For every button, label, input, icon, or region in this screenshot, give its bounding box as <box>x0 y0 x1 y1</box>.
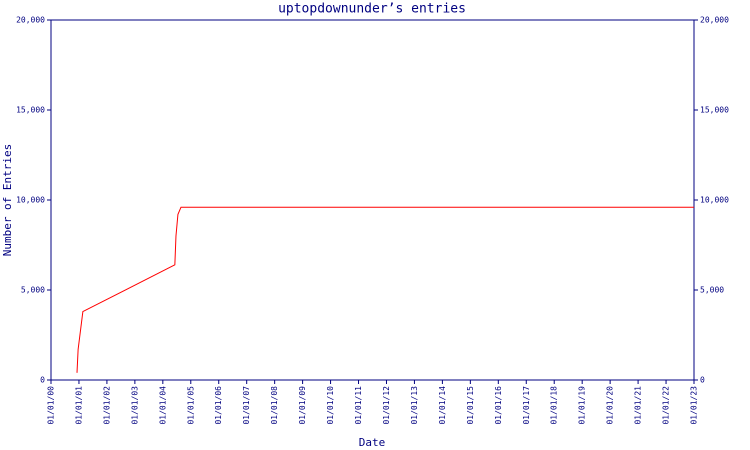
y2-tick-label: 20,000 <box>700 16 729 25</box>
x-tick-label: 01/01/09 <box>298 386 307 425</box>
x-tick-label: 01/01/19 <box>578 386 587 425</box>
x-tick-label: 01/01/10 <box>326 386 335 425</box>
data-line <box>76 206 694 373</box>
x-tick-label: 01/01/11 <box>354 386 363 425</box>
x-tick-label: 01/01/20 <box>606 386 615 425</box>
y-tick-label: 20,000 <box>16 16 45 25</box>
x-tick-label: 01/01/00 <box>47 386 56 425</box>
y2-tick-label: 15,000 <box>700 106 729 115</box>
x-tick-label: 01/01/17 <box>522 386 531 425</box>
y-tick-label: 5,000 <box>21 286 45 295</box>
x-tick-label: 01/01/13 <box>410 386 419 425</box>
y-tick-label: 0 <box>40 376 45 385</box>
x-axis-label: Date <box>359 436 386 449</box>
x-tick-label: 01/01/08 <box>270 386 279 425</box>
y2-tick-label: 0 <box>700 376 705 385</box>
x-tick-label: 01/01/15 <box>466 386 475 425</box>
x-tick-label: 01/01/05 <box>186 386 195 425</box>
x-tick-label: 01/01/22 <box>662 386 671 425</box>
y2-tick-label: 10,000 <box>700 196 729 205</box>
x-tick-label: 01/01/16 <box>494 386 503 425</box>
x-tick-label: 01/01/04 <box>158 386 167 425</box>
chart-title: uptopdownunder’s entries <box>278 2 466 17</box>
x-tick-label: 01/01/02 <box>102 386 111 425</box>
x-tick-label: 01/01/03 <box>130 386 139 425</box>
x-tick-label: 01/01/21 <box>634 386 643 425</box>
x-tick-label: 01/01/14 <box>438 386 447 425</box>
x-tick-label: 01/01/07 <box>242 386 251 425</box>
x-tick-label: 01/01/18 <box>550 386 559 425</box>
x-tick-label: 01/01/12 <box>382 386 391 425</box>
x-tick-label: 01/01/01 <box>74 386 83 425</box>
x-tick-label: 01/01/06 <box>214 386 223 425</box>
y-axis-label: Number of Entries <box>1 144 14 257</box>
y-tick-label: 10,000 <box>16 196 45 205</box>
x-tick-label: 01/01/23 <box>690 386 699 425</box>
y2-tick-label: 5,000 <box>700 286 724 295</box>
y-tick-label: 15,000 <box>16 106 45 115</box>
